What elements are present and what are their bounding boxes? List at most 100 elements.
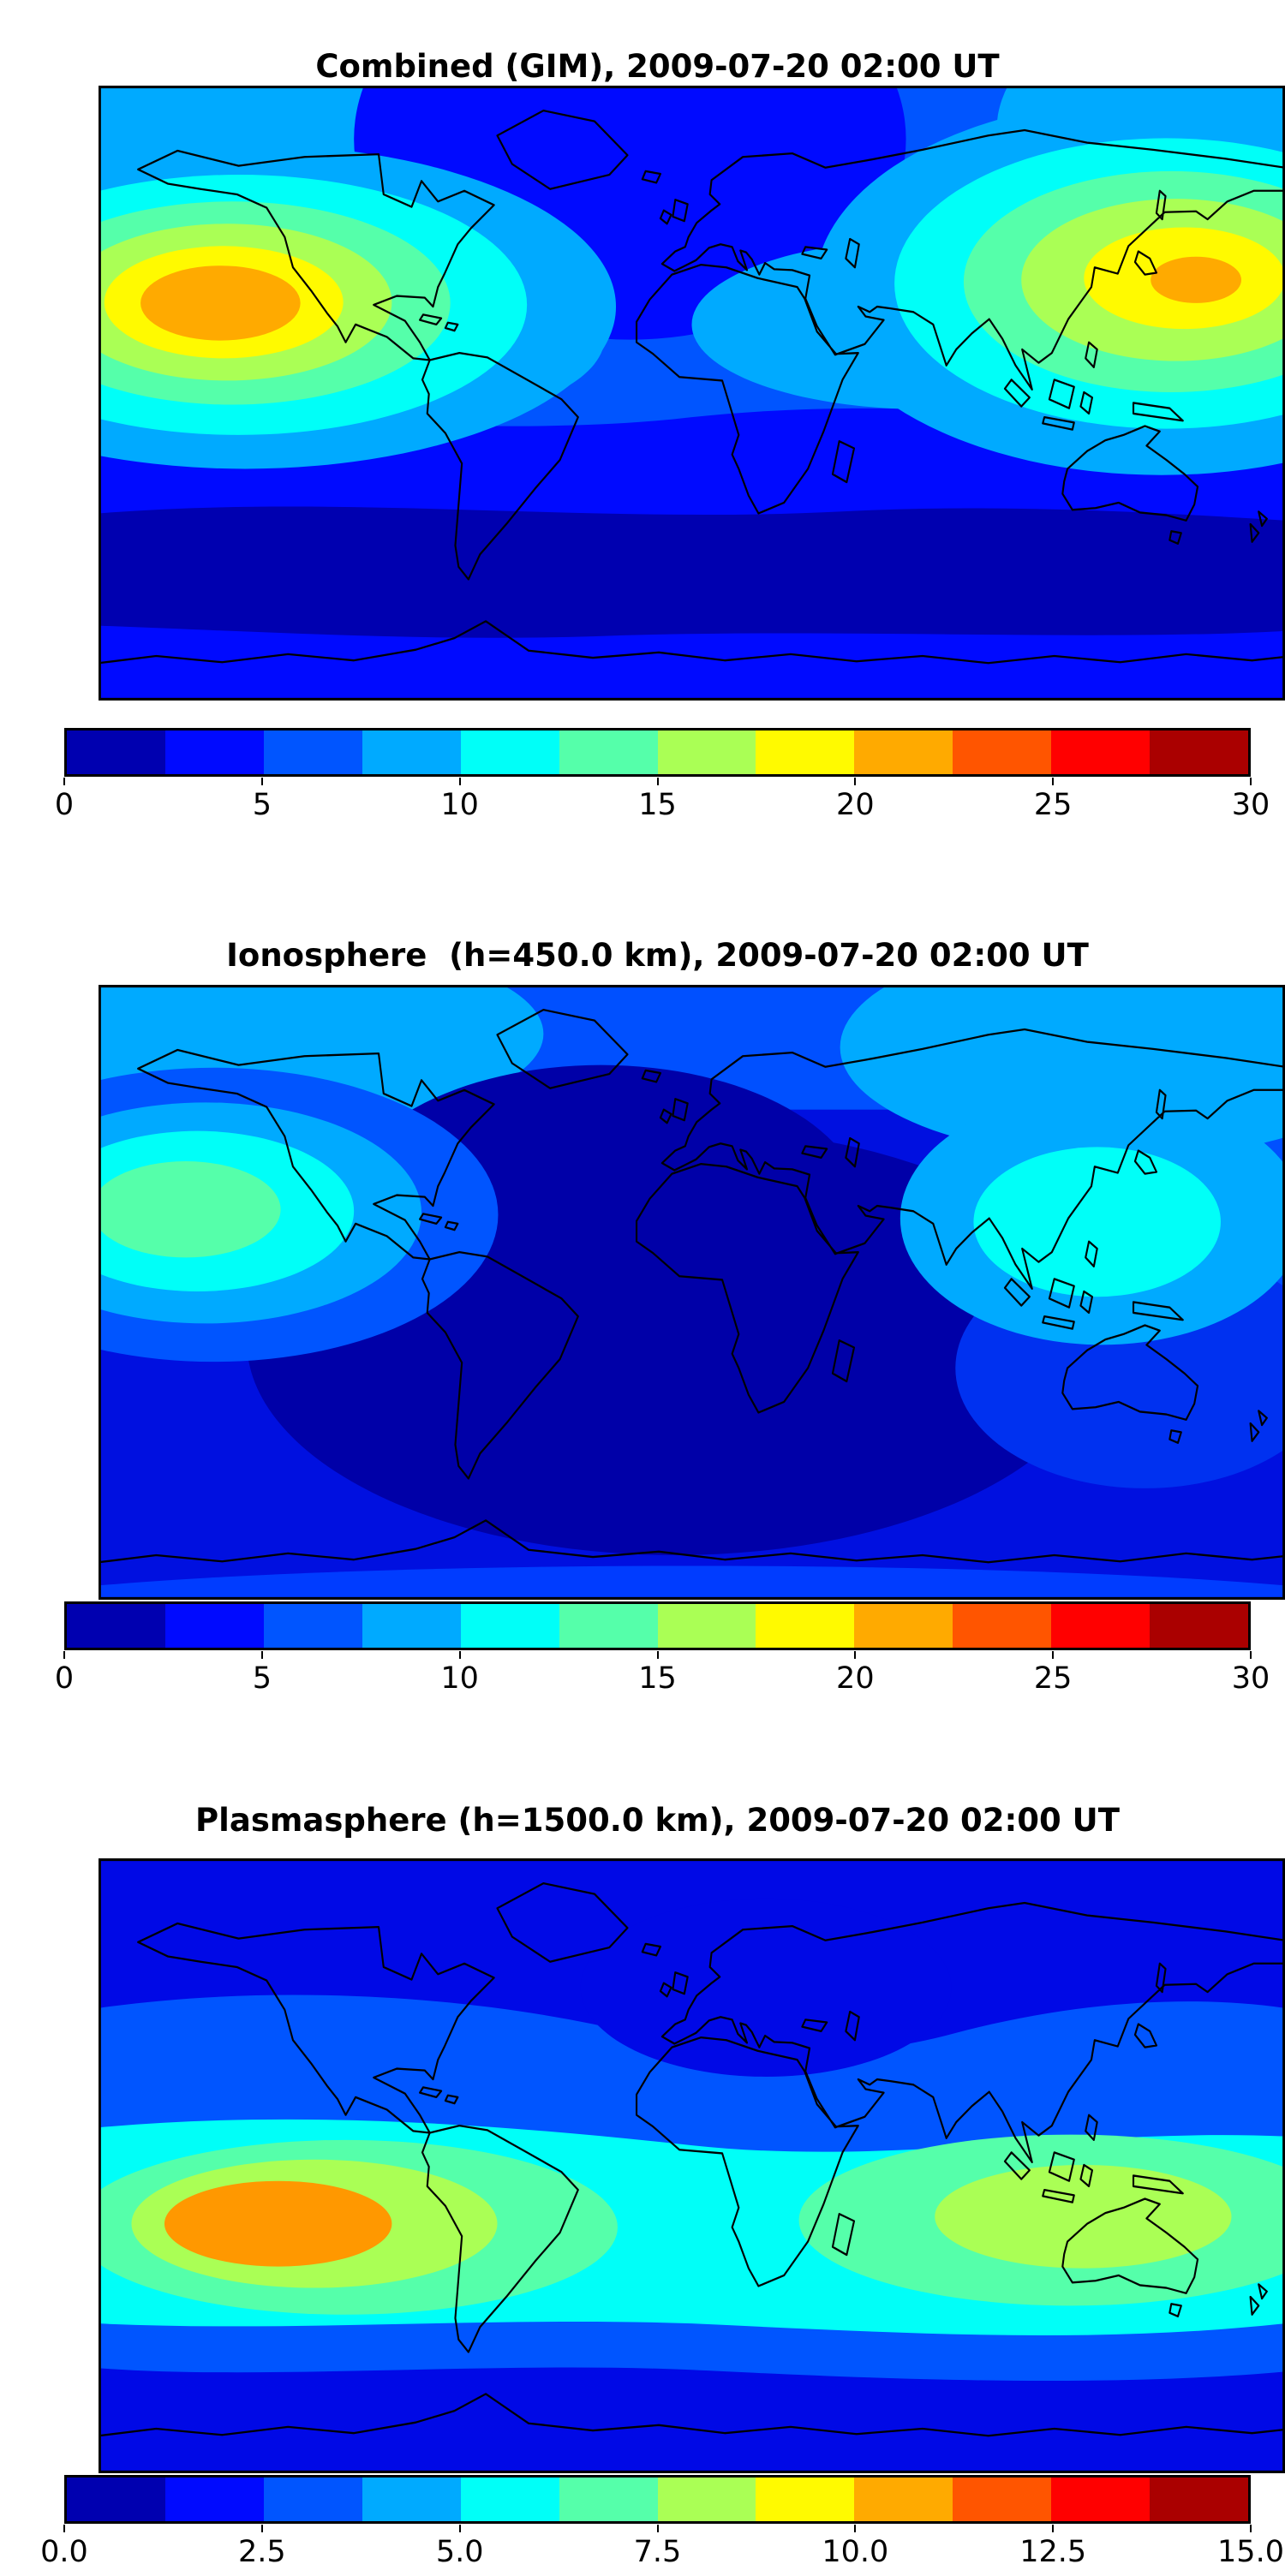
pacific-maximum-contours xyxy=(99,1067,499,1363)
colorbar-segment xyxy=(657,2478,756,2521)
colorbar-segment xyxy=(362,730,461,774)
colorbar-segment xyxy=(854,1604,953,1648)
colorbar-tick-mark xyxy=(1250,778,1252,785)
east-asia-maximum-contours xyxy=(815,97,1285,475)
colorbar-tick-label: 20 xyxy=(836,788,875,822)
colorbar-tick-mark xyxy=(854,2525,857,2532)
panel-ionosphere: Ionosphere (h=450.0 km), 2009-07-20 02:0… xyxy=(0,856,1285,1713)
west-pacific-patch-contours xyxy=(900,1091,1285,1345)
colorbar-tick-mark xyxy=(656,1651,659,1659)
panel-combined: Combined (GIM), 2009-07-20 02:00 UT xyxy=(0,0,1285,856)
colorbar-segment xyxy=(164,730,264,774)
colorbar-segment xyxy=(657,730,756,774)
colorbar-tick-mark xyxy=(260,2525,263,2532)
colorbar-segment xyxy=(559,1604,658,1648)
colorbar-tick-label: 0 xyxy=(54,788,75,822)
pacific-maximum-contours xyxy=(99,144,616,469)
colorbar-tick-label: 25 xyxy=(1033,1661,1073,1696)
colorbar-ionosphere xyxy=(64,1601,1251,1650)
colorbar-segment xyxy=(362,2478,461,2521)
colorbar-segment xyxy=(164,1604,264,1648)
world-map-combined xyxy=(99,86,1285,701)
colorbar-tick-mark xyxy=(458,778,461,785)
colorbar-tick-mark xyxy=(458,1651,461,1659)
colorbar-segment xyxy=(263,730,362,774)
colorbar-segment xyxy=(756,1604,855,1648)
colorbar-tick-label: 20 xyxy=(836,1661,875,1696)
colorbar-tick-label: 10 xyxy=(440,1661,479,1696)
plasmasphere-map-svg xyxy=(99,1858,1285,2473)
colorbar-segment xyxy=(1150,2478,1249,2521)
colorbar-combined xyxy=(64,728,1251,777)
colorbar-segment xyxy=(460,730,559,774)
colorbar-tick-label: 30 xyxy=(1231,1661,1270,1696)
colorbar-tick-label: 30 xyxy=(1231,788,1270,822)
colorbar-ticks-ionosphere: 0 5 10 15 20 25 30 xyxy=(55,1651,1270,1702)
colorbar-segment xyxy=(756,2478,855,2521)
colorbar-segment xyxy=(1051,2478,1151,2521)
colorbar-tick-mark xyxy=(1250,2525,1252,2532)
colorbar-tick-mark xyxy=(63,1651,65,1659)
colorbar-tick-mark xyxy=(1052,778,1055,785)
combined-map-svg xyxy=(99,86,1285,701)
colorbar-segment xyxy=(559,730,658,774)
colorbar-tick-mark xyxy=(656,2525,659,2532)
chart-title-plasmasphere: Plasmasphere (h=1500.0 km), 2009-07-20 0… xyxy=(195,1801,1120,1839)
colorbar-tick-mark xyxy=(260,1651,263,1659)
colorbar-segment xyxy=(164,2478,264,2521)
colorbar-tick-mark xyxy=(854,1651,857,1659)
colorbar-segment xyxy=(263,1604,362,1648)
contour-fills-plasmasphere xyxy=(99,1858,1285,2473)
colorbar-tick-label: 15 xyxy=(638,788,677,822)
colorbar-segment xyxy=(460,1604,559,1648)
colorbar-segment xyxy=(1051,1604,1151,1648)
colorbar-segment xyxy=(1051,730,1151,774)
colorbar-segment xyxy=(263,2478,362,2521)
colorbar-segment xyxy=(362,1604,461,1648)
colorbar-tick-label: 0 xyxy=(54,1661,75,1696)
colorbar-segment xyxy=(953,2478,1052,2521)
colorbar-tick-label: 15.0 xyxy=(1217,2535,1284,2569)
colorbar-tick-mark xyxy=(63,778,65,785)
colorbar-tick-label: 0.0 xyxy=(40,2535,88,2569)
colorbar-ticks-combined: 0 5 10 15 20 25 30 xyxy=(55,778,1270,829)
colorbar-tick-label: 10 xyxy=(440,788,479,822)
colorbar-tick-label: 10.0 xyxy=(822,2535,889,2569)
chart-title-ionosphere: Ionosphere (h=450.0 km), 2009-07-20 02:0… xyxy=(226,936,1089,974)
colorbar-segment xyxy=(953,1604,1052,1648)
map-border xyxy=(99,86,1285,701)
colorbar-segment xyxy=(1150,1604,1249,1648)
colorbar-segment xyxy=(559,2478,658,2521)
colorbar-tick-label: 5.0 xyxy=(435,2535,484,2569)
world-map-plasmasphere xyxy=(99,1858,1285,2473)
panel-plasmasphere: Plasmasphere (h=1500.0 km), 2009-07-20 0… xyxy=(0,1713,1285,2569)
colorbar-tick-mark xyxy=(1052,1651,1055,1659)
colorbar-tick-label: 2.5 xyxy=(237,2535,286,2569)
colorbar-segment xyxy=(854,730,953,774)
colorbar-segment xyxy=(67,1604,165,1648)
colorbar-segment xyxy=(1150,730,1249,774)
world-map-ionosphere xyxy=(99,985,1285,1600)
colorbar-tick-mark xyxy=(854,778,857,785)
colorbar-ticks-plasmasphere: 0.0 2.5 5.0 7.5 10.0 12.5 15.0 xyxy=(40,2525,1284,2576)
contour-fills-ionosphere xyxy=(99,985,1285,1600)
colorbar-tick-label: 12.5 xyxy=(1019,2535,1087,2569)
contour-fills-combined xyxy=(99,86,1285,701)
map-border xyxy=(99,985,1285,1600)
colorbar-tick-mark xyxy=(656,778,659,785)
colorbar-segment xyxy=(460,2478,559,2521)
chart-title-combined: Combined (GIM), 2009-07-20 02:00 UT xyxy=(315,47,1000,85)
map-border xyxy=(99,1858,1285,2473)
colorbar-tick-label: 5 xyxy=(252,1661,272,1696)
colorbar-plasmasphere xyxy=(64,2475,1251,2524)
equatorial-band-contours xyxy=(99,2134,1285,2315)
colorbar-tick-mark xyxy=(63,2525,65,2532)
colorbar-segment xyxy=(756,730,855,774)
colorbar-segment xyxy=(854,2478,953,2521)
colorbar-tick-label: 7.5 xyxy=(633,2535,682,2569)
colorbar-segment xyxy=(67,730,165,774)
colorbar-segment xyxy=(953,730,1052,774)
colorbar-tick-mark xyxy=(1052,2525,1055,2532)
colorbar-tick-label: 25 xyxy=(1033,788,1073,822)
